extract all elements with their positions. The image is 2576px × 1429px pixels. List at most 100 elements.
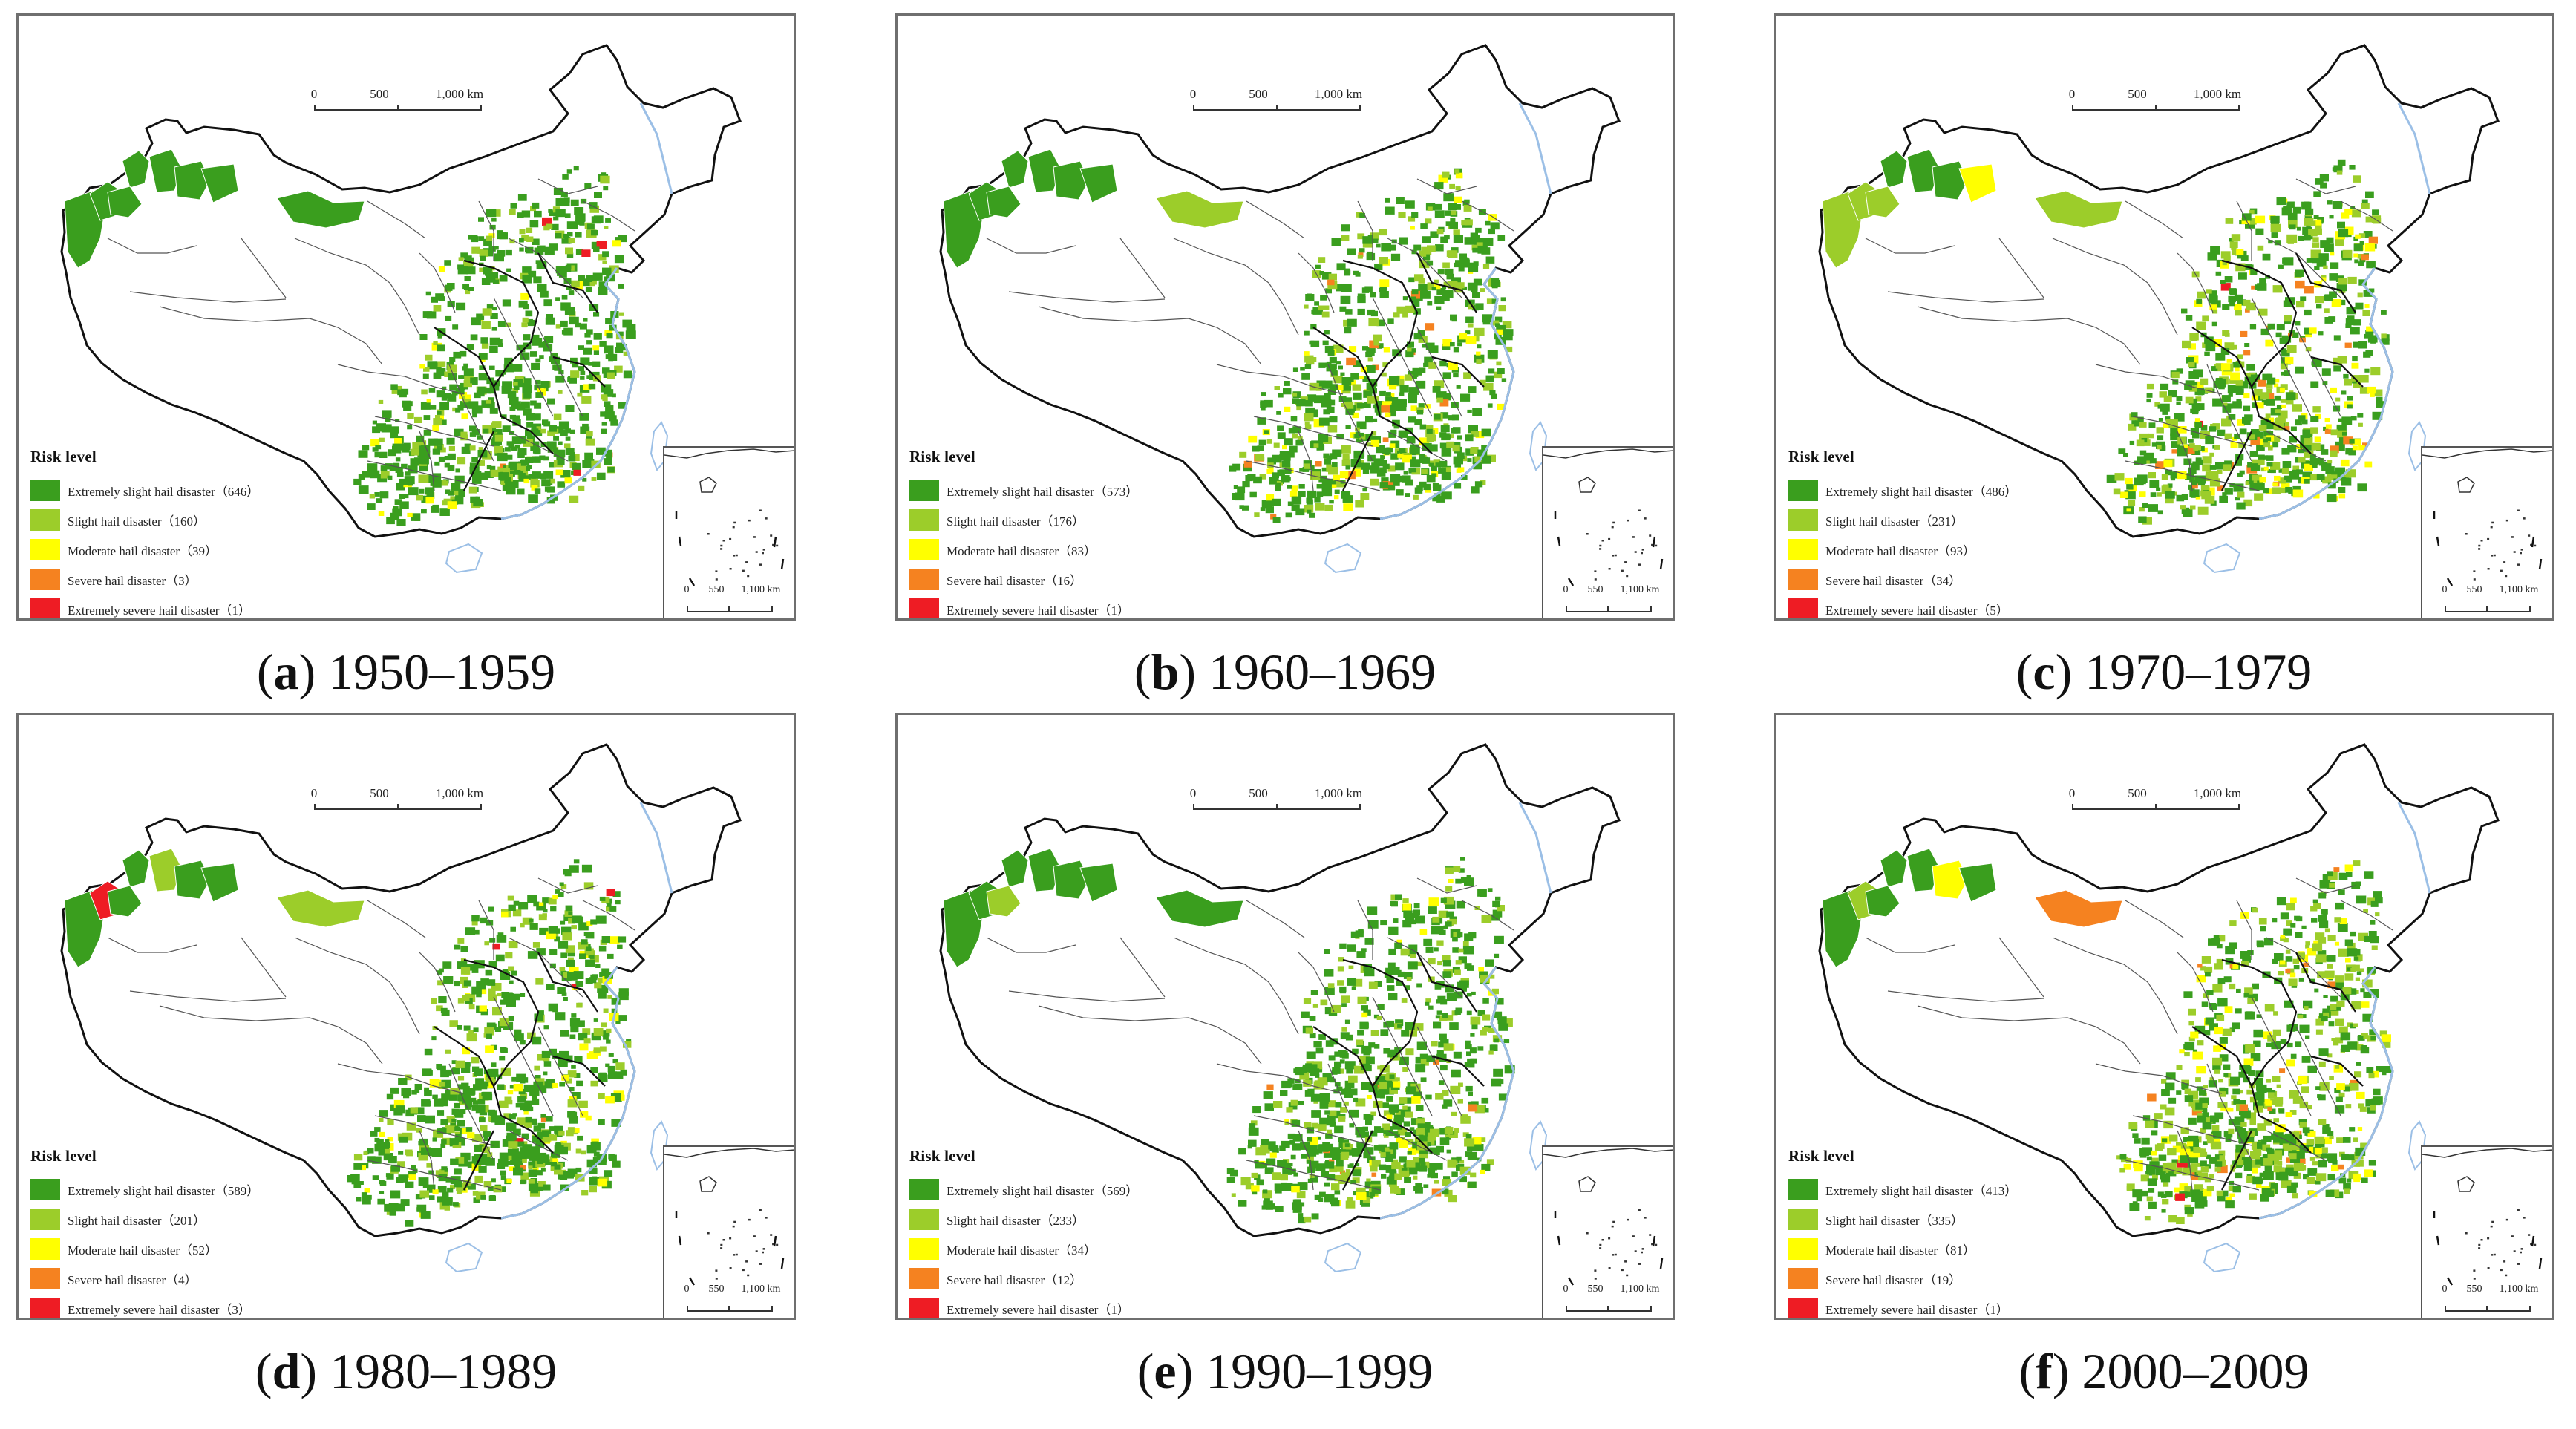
county-region: [489, 408, 498, 414]
county-region: [1367, 1156, 1376, 1163]
county-region: [2235, 263, 2246, 272]
county-region: [1258, 439, 1266, 446]
scale-label: 0: [684, 1284, 690, 1295]
county-region: [2315, 1018, 2324, 1026]
county-region: [1255, 454, 1265, 461]
county-region: [506, 454, 513, 460]
island: [1651, 543, 1654, 546]
county-region: [1354, 434, 1360, 439]
county-region: [2344, 209, 2353, 215]
county-region: [1489, 974, 1495, 979]
county-region: [2234, 1116, 2245, 1125]
county-region: [2352, 964, 2360, 972]
county-region: [463, 363, 468, 368]
county-region: [2258, 459, 2265, 465]
province-boundary: [2191, 327, 2252, 388]
county-region: [444, 260, 451, 266]
county-region: [2357, 413, 2364, 418]
county-region: [2244, 1011, 2255, 1020]
county-region: [1427, 1174, 1433, 1178]
county-region: [535, 392, 543, 398]
county-region: [1349, 1088, 1358, 1096]
scale-tick: [1276, 804, 1278, 810]
county-region: [2191, 463, 2200, 471]
legend-label: Moderate hail disaster（93）: [1825, 543, 1976, 558]
county-region: [387, 427, 395, 433]
legend-item: Extremely severe hail disaster（3）: [30, 1293, 327, 1318]
county-region: [1001, 849, 1029, 888]
county-region: [2237, 419, 2245, 426]
county-region: [483, 428, 489, 434]
county-region: [582, 477, 587, 482]
county-region: [1393, 918, 1399, 923]
county-region: [2295, 321, 2301, 326]
county-region: [1464, 946, 1474, 955]
county-region: [1410, 290, 1422, 299]
county-region: [2195, 459, 2203, 465]
county-region: [2171, 371, 2180, 379]
county-region: [1311, 1122, 1319, 1129]
county-region: [1330, 1147, 1340, 1155]
county-region: [1445, 984, 1454, 993]
county-region: [2342, 477, 2348, 482]
county-region: [2252, 474, 2262, 483]
county-region: [1408, 396, 1417, 404]
county-region: [439, 508, 450, 516]
county-region: [1328, 1143, 1333, 1148]
county-region: [464, 443, 471, 449]
county-region: [489, 1195, 496, 1200]
county-region: [583, 347, 592, 355]
county-region: [2220, 347, 2230, 355]
county-region: [2314, 266, 2320, 270]
county-region: [1284, 406, 1291, 412]
county-region: [2255, 228, 2264, 235]
county-region: [1273, 1101, 1283, 1108]
county-region: [2234, 434, 2240, 439]
county-region: [569, 495, 579, 503]
island: [742, 1269, 745, 1272]
county-region: [2195, 381, 2204, 388]
county-region: [439, 447, 446, 453]
county-region: [1306, 1051, 1316, 1059]
legend-label: Moderate hail disaster（83）: [947, 543, 1097, 558]
county-region: [1491, 298, 1498, 304]
county-region: [1443, 1099, 1453, 1107]
county-region: [2200, 485, 2210, 492]
county-region: [2243, 393, 2250, 399]
county-region: [2285, 392, 2296, 401]
county-region: [1281, 1182, 1287, 1188]
county-region: [428, 1170, 434, 1175]
county-region: [2171, 441, 2180, 448]
county-region: [512, 1148, 519, 1154]
county-region: [1381, 1174, 1387, 1179]
county-region: [1426, 260, 1434, 266]
county-region: [479, 1117, 486, 1123]
county-region: [1324, 504, 1333, 511]
county-region: [1453, 442, 1461, 448]
county-region: [566, 221, 577, 229]
county-region: [508, 462, 517, 471]
county-region: [1425, 998, 1431, 1003]
county-region: [1442, 1179, 1451, 1186]
county-region: [2298, 415, 2306, 422]
county-region: [1425, 218, 1432, 224]
county-region: [1367, 251, 1373, 256]
county-region: [1361, 1005, 1368, 1011]
county-region: [1413, 903, 1420, 909]
county-region: [2138, 516, 2147, 523]
county-region: [1442, 1090, 1449, 1096]
county-region: [2205, 436, 2215, 445]
legend-item: Severe hail disaster（16）: [909, 564, 1206, 594]
county-region: [2342, 249, 2353, 258]
county-region: [2358, 233, 2366, 238]
county-region: [444, 462, 450, 468]
county-region: [1488, 228, 1495, 235]
county-region: [1365, 1056, 1375, 1065]
county-region: [1958, 163, 1997, 203]
county-region: [432, 1094, 438, 1099]
county-region: [431, 296, 438, 303]
county-region: [427, 1186, 435, 1193]
county-region: [598, 287, 608, 295]
county-region: [512, 419, 521, 426]
county-region: [1380, 1152, 1386, 1157]
